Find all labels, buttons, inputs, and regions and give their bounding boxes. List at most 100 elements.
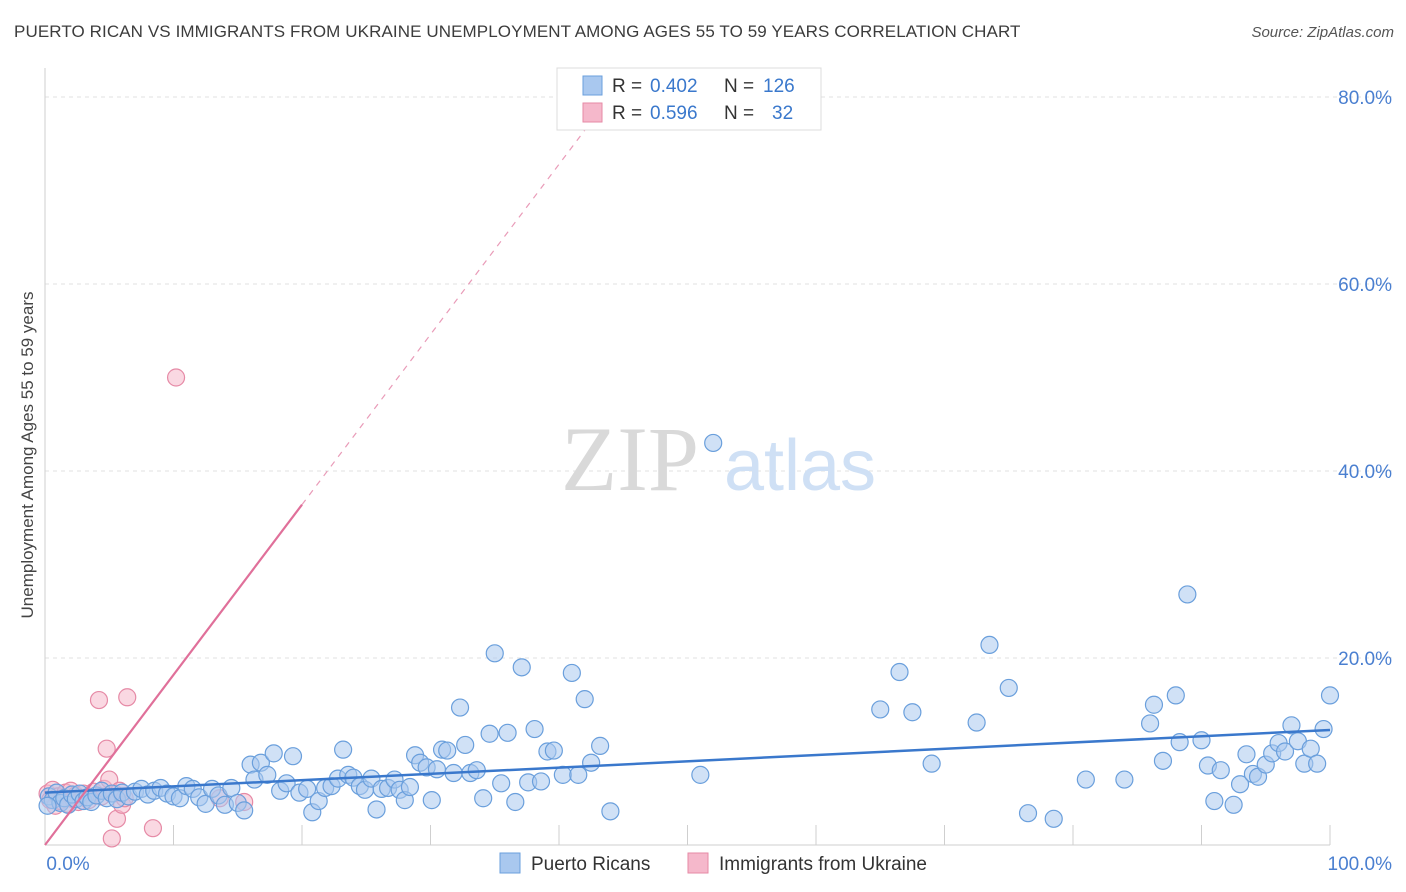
stats-n-label-blue: N =	[724, 76, 754, 97]
gridlines	[45, 96, 1392, 659]
puerto-rican-point-134	[1320, 686, 1340, 705]
legend-swatch-puerto-ricans	[499, 852, 521, 874]
tick-labels: 20.0% 40.0% 60.0% 80.0% 0.0% 100.0%	[46, 88, 1392, 875]
series-legend: Puerto Ricans Immigrants from Ukraine	[499, 852, 927, 875]
puerto-rican-point-104	[999, 678, 1018, 698]
puerto-rican-point-107	[1076, 770, 1095, 789]
trend-lines	[44, 79, 1331, 846]
ukraine-point-29	[166, 368, 186, 387]
y-tick-label-80: 80.0%	[1338, 88, 1392, 109]
puerto-rican-point-108	[1115, 770, 1134, 789]
puerto-rican-point-80	[492, 774, 511, 793]
y-tick-label-20: 20.0%	[1338, 649, 1392, 670]
puerto-rican-point-119	[1224, 795, 1243, 814]
stats-swatch-pink	[582, 102, 603, 123]
puerto-rican-point-117	[1205, 791, 1224, 811]
puerto-rican-point-92	[575, 690, 594, 709]
puerto-rican-point-98	[871, 700, 890, 719]
puerto-rican-point-41	[264, 744, 283, 763]
puerto-rican-point-115	[1192, 731, 1211, 750]
puerto-rican-point-102	[967, 713, 986, 732]
legend-swatch-immigrants-from-ukraine	[687, 852, 709, 874]
puerto-rican-point-79	[485, 644, 504, 663]
source-label: Source: ZipAtlas.com	[1251, 24, 1394, 41]
puerto-rican-point-103	[980, 635, 999, 655]
puerto-rican-point-85	[525, 719, 544, 739]
stats-r-label-pink: R =	[612, 103, 642, 124]
puerto-rican-point-36	[235, 801, 254, 820]
puerto-rican-point-68	[422, 791, 441, 810]
watermark-zip: ZIP	[561, 408, 699, 510]
puerto-rican-point-114	[1178, 585, 1197, 604]
x-tick-label-max: 100.0%	[1328, 854, 1393, 875]
puerto-rican-point-110	[1144, 695, 1164, 714]
legend-label-puerto-ricans: Puerto Ricans	[531, 854, 650, 875]
puerto-rican-point-58	[367, 800, 386, 819]
stats-n-label-pink: N =	[724, 103, 754, 124]
trend-line-immigrants-from-ukraine	[44, 503, 303, 846]
y-tick-label-40: 40.0%	[1338, 462, 1392, 483]
x-tick-label-min: 0.0%	[46, 854, 89, 875]
watermark-atlas: atlas	[724, 426, 876, 506]
trend-line-immigrants-from-ukraine-extension	[301, 79, 624, 506]
puerto-rican-point-52	[334, 740, 353, 759]
puerto-rican-point-127	[1275, 742, 1295, 761]
puerto-rican-point-90	[562, 663, 581, 683]
ukraine-point-28	[143, 819, 163, 838]
puerto-rican-point-120	[1230, 775, 1250, 794]
puerto-rican-point-93	[582, 753, 601, 772]
puerto-rican-point-97	[704, 433, 723, 453]
series-immigrants-from-ukraine	[38, 368, 254, 848]
puerto-rican-point-121	[1237, 745, 1256, 764]
puerto-rican-point-71	[438, 741, 457, 760]
puerto-rican-point-128	[1282, 716, 1301, 735]
puerto-rican-point-82	[506, 792, 525, 812]
ukraine-point-27	[118, 688, 137, 707]
puerto-rican-point-40	[258, 765, 277, 784]
puerto-rican-point-81	[498, 723, 517, 742]
ukraine-point-19	[97, 739, 116, 758]
puerto-rican-point-96	[691, 765, 710, 784]
puerto-rican-point-101	[922, 754, 941, 773]
puerto-rican-point-73	[450, 698, 470, 717]
puerto-rican-point-88	[544, 741, 563, 760]
puerto-rican-point-83	[512, 658, 531, 677]
puerto-rican-point-131	[1301, 739, 1320, 758]
puerto-rican-point-77	[474, 789, 493, 808]
y-tick-label-60: 60.0%	[1338, 275, 1392, 296]
puerto-rican-point-112	[1166, 686, 1185, 705]
puerto-rican-point-91	[569, 765, 588, 784]
puerto-rican-point-86	[531, 772, 551, 791]
stats-swatch-blue	[582, 75, 603, 96]
puerto-rican-point-74	[456, 735, 475, 755]
stats-r-label-blue: R =	[612, 76, 642, 97]
puerto-rican-point-78	[480, 724, 499, 743]
puerto-rican-point-100	[903, 703, 922, 722]
puerto-rican-point-109	[1140, 714, 1160, 733]
puerto-rican-point-43	[277, 774, 296, 793]
puerto-rican-point-64	[400, 777, 420, 797]
watermark: ZIP atlas	[561, 408, 876, 510]
puerto-rican-point-132	[1308, 754, 1327, 773]
puerto-rican-point-99	[890, 662, 909, 682]
stats-n-value-pink: 32	[772, 103, 793, 124]
puerto-rican-point-95	[601, 802, 620, 821]
ukraine-point-16	[89, 690, 109, 710]
puerto-rican-point-30	[196, 794, 215, 813]
puerto-rican-point-118	[1211, 761, 1230, 780]
trend-line-puerto-ricans	[44, 728, 1331, 794]
stats-r-value-blue: 0.402	[650, 76, 698, 97]
stats-legend: R = 0.402 N = 126 R = 0.596 N = 32	[556, 67, 822, 131]
puerto-rican-point-44	[283, 747, 303, 766]
puerto-rican-point-105	[1018, 804, 1038, 823]
chart-title: PUERTO RICAN VS IMMIGRANTS FROM UKRAINE …	[14, 22, 1021, 41]
puerto-rican-point-135	[38, 796, 57, 815]
puerto-rican-point-106	[1044, 809, 1063, 828]
puerto-rican-point-94	[591, 736, 610, 755]
stats-n-value-blue: 126	[763, 76, 795, 97]
legend-label-immigrants-from-ukraine: Immigrants from Ukraine	[719, 854, 927, 875]
ukraine-point-21	[102, 829, 121, 848]
puerto-rican-point-69	[427, 760, 447, 779]
axes	[44, 68, 1331, 846]
